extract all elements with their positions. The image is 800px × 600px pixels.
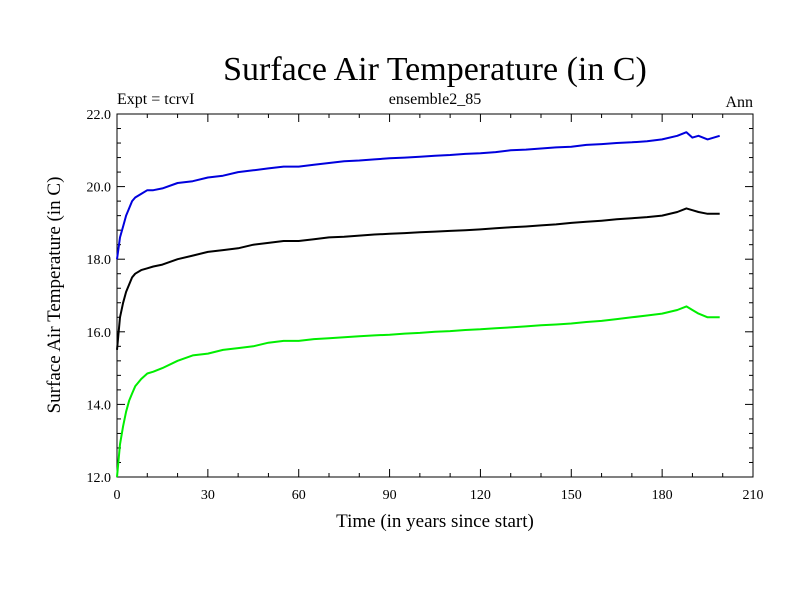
x-tick-label: 150 — [561, 488, 582, 503]
x-tick-label: 90 — [383, 488, 397, 503]
series-line-green — [116, 305, 720, 478]
experiment-label: Expt = tcrvI — [117, 91, 194, 108]
y-tick-label: 14.0 — [87, 398, 112, 413]
x-tick-label: 120 — [470, 488, 491, 503]
series-lines — [116, 131, 720, 478]
x-axis-label: Time (in years since start) — [336, 511, 534, 532]
ticks: 0 30 60 90 120 150 180 210 12.0 14.0 16.0 18.0 20.0 2… — [87, 108, 764, 503]
x-tick-label: 210 — [743, 488, 764, 503]
chart-title: Surface Air Temperature (in C) — [223, 51, 647, 88]
series-line-blue — [116, 131, 720, 260]
y-tick-label: 18.0 — [87, 253, 112, 268]
y-tick-label: 16.0 — [87, 326, 112, 341]
period-label: Ann — [725, 94, 753, 111]
y-tick-label: 12.0 — [87, 471, 112, 486]
x-tick-label: 0 — [114, 488, 121, 503]
series-line-black — [116, 207, 720, 350]
y-tick-label: 20.0 — [87, 181, 112, 196]
ensemble-label: ensemble2_85 — [389, 91, 481, 108]
x-tick-label: 180 — [652, 488, 673, 503]
plot-frame — [116, 113, 754, 478]
y-axis-label: Surface Air Temperature (in C) — [44, 177, 65, 414]
x-tick-label: 60 — [292, 488, 306, 503]
y-tick-label: 22.0 — [87, 108, 112, 123]
x-tick-label: 30 — [201, 488, 215, 503]
